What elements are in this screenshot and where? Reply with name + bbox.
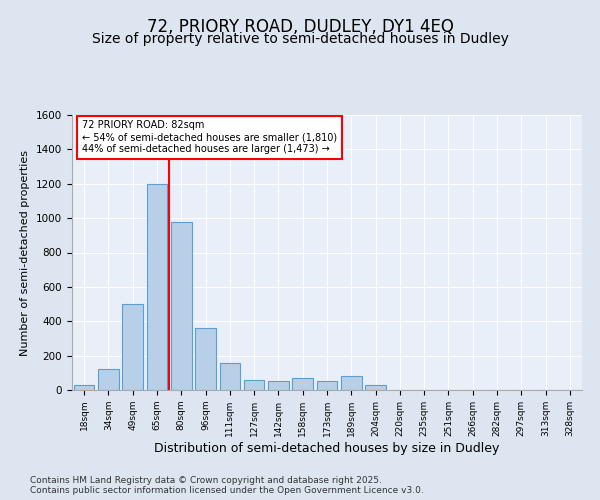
Text: Size of property relative to semi-detached houses in Dudley: Size of property relative to semi-detach… (92, 32, 508, 46)
Bar (171, 222, 191, 390)
Bar (317, 380, 337, 390)
Bar (195, 328, 216, 390)
Bar (122, 304, 143, 390)
Bar (268, 382, 289, 390)
Bar (220, 364, 240, 390)
Bar (341, 376, 362, 390)
Bar (98, 370, 119, 390)
Bar (74, 385, 94, 390)
Text: 72 PRIORY ROAD: 82sqm
← 54% of semi-detached houses are smaller (1,810)
44% of s: 72 PRIORY ROAD: 82sqm ← 54% of semi-deta… (82, 120, 337, 154)
Bar (244, 380, 265, 390)
Bar (292, 378, 313, 390)
Bar (146, 184, 167, 390)
X-axis label: Distribution of semi-detached houses by size in Dudley: Distribution of semi-detached houses by … (154, 442, 500, 454)
Y-axis label: Number of semi-detached properties: Number of semi-detached properties (20, 150, 31, 356)
Bar (365, 385, 386, 390)
Text: Contains HM Land Registry data © Crown copyright and database right 2025.
Contai: Contains HM Land Registry data © Crown c… (30, 476, 424, 495)
Text: 72, PRIORY ROAD, DUDLEY, DY1 4EQ: 72, PRIORY ROAD, DUDLEY, DY1 4EQ (146, 18, 454, 36)
